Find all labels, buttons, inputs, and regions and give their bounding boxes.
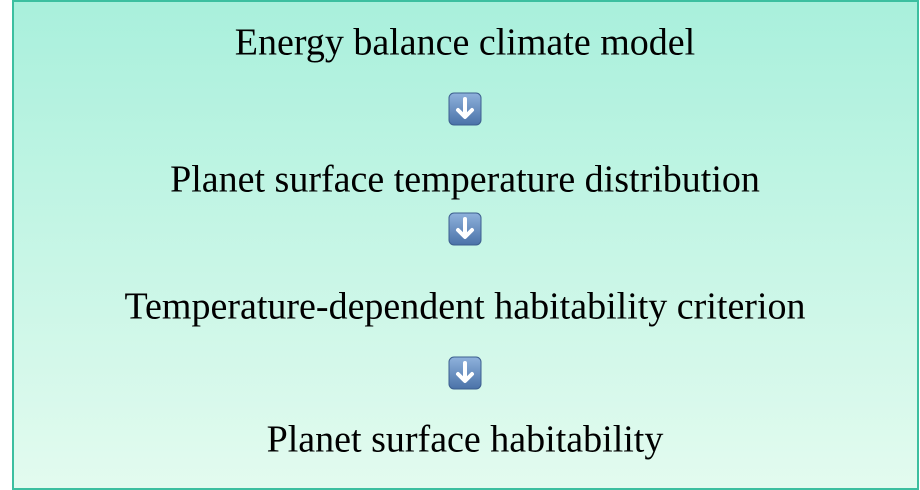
- arrow-icon: [448, 92, 482, 126]
- arrow-icon: [448, 212, 482, 246]
- arrow-icon: [448, 356, 482, 390]
- node-label: Planet surface habitability: [267, 419, 664, 461]
- node-label: Planet surface temperature distribution: [170, 159, 760, 201]
- node-label: Energy balance climate model: [235, 22, 695, 64]
- node-label: Temperature-dependent habitability crite…: [124, 286, 805, 328]
